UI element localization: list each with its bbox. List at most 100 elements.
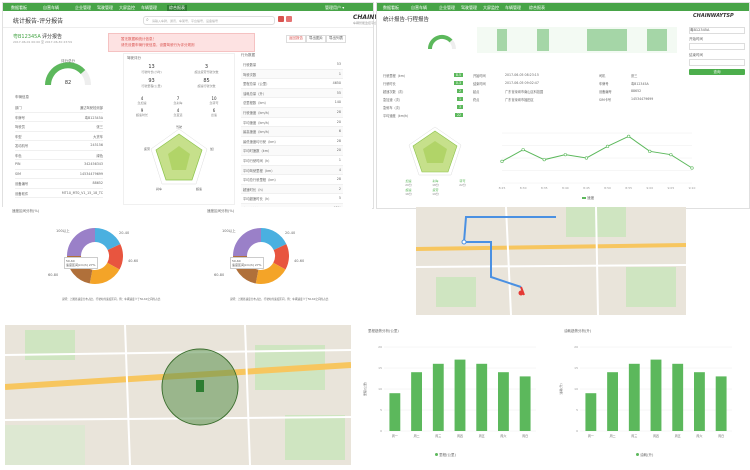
bar[interactable] — [650, 359, 662, 431]
trip-left-row-key: 行驶里程（km） — [383, 74, 408, 78]
nav2-item-5[interactable]: 车辆管理 — [505, 5, 521, 10]
stat-label: 超过疲劳驾驶次数 — [194, 70, 219, 74]
route-map[interactable] — [416, 207, 686, 315]
behavior-value: 10 — [211, 96, 217, 101]
geofence-map[interactable] — [5, 325, 351, 465]
behavior-row: 平均超速时长（h） 5 — [241, 194, 343, 204]
trip-mid-row-key: 起点 — [473, 90, 480, 94]
nav2-item-2[interactable]: 企业管理 — [439, 5, 455, 10]
settings-icon[interactable] — [286, 16, 292, 22]
bar[interactable] — [694, 372, 705, 431]
bar[interactable] — [628, 363, 640, 431]
trip-right-row: 司机 张三 — [599, 71, 689, 79]
bar[interactable] — [411, 372, 422, 431]
behavior-value: 4 — [140, 96, 144, 101]
return-button[interactable]: 返回报告 — [286, 35, 306, 43]
speed-point[interactable] — [648, 149, 652, 153]
nav-item-driver[interactable]: 驾驶管理 — [97, 5, 113, 10]
radar-score: 加速 20分 — [395, 179, 422, 187]
info-value: 绿色 — [96, 153, 103, 158]
radar-label-0: 驾驶 — [176, 124, 182, 129]
nav-item-company[interactable]: 企业管理 — [75, 5, 91, 10]
behavior-val: 2 — [338, 186, 341, 191]
nav2-item-4[interactable]: 大屏监控 — [483, 5, 499, 10]
donut-slice[interactable] — [67, 228, 95, 256]
user-menu[interactable]: 管理用户 ▾ — [325, 5, 345, 10]
nav-item-monitor[interactable]: 大屏监控 — [119, 5, 135, 10]
donut-slice[interactable] — [255, 262, 286, 284]
end-time-input[interactable] — [689, 59, 745, 66]
donut-slice[interactable] — [95, 228, 121, 251]
search-input[interactable]: 请输入车牌、通讯、车架号、平台编号、设备编号 — [152, 18, 219, 23]
trip-left-row: 急加速（次） 1 — [383, 95, 463, 103]
speed-point[interactable] — [605, 144, 610, 148]
legend-swatch — [582, 197, 586, 199]
y-axis-label: 里程(公里) — [362, 382, 367, 396]
info-key: 驾驶员 — [15, 125, 25, 129]
speed-point[interactable] — [669, 153, 673, 157]
x-tick-label: 周二 — [610, 433, 616, 438]
nav-item-vehicles[interactable]: 自营车辆 — [43, 5, 59, 10]
x-tick-label: 周四 — [653, 433, 659, 438]
search-box[interactable]: ⌕ 请输入车牌、通讯、车架号、平台编号、设备编号 — [143, 16, 275, 25]
speed-point[interactable] — [627, 134, 631, 138]
nav-item-reports[interactable]: 综合报表 — [167, 5, 187, 11]
bar[interactable] — [432, 363, 444, 431]
bar[interactable] — [476, 363, 488, 431]
export-table-button[interactable]: 导出列表 — [326, 35, 346, 43]
x-tick-label: 周日 — [522, 433, 528, 438]
speed-point[interactable] — [690, 166, 694, 170]
donut-label-a: 100以上 — [56, 229, 70, 233]
start-time-input[interactable] — [689, 43, 745, 50]
behavior-val: 4 — [338, 167, 341, 172]
bar[interactable] — [672, 363, 684, 431]
export-image-button[interactable]: 导出图片 — [306, 35, 326, 43]
bar[interactable] — [498, 372, 509, 431]
bar[interactable] — [389, 393, 401, 431]
driving-radar-chart: 驾驶 加速 超速 刹车 疲劳 — [144, 124, 214, 191]
y-tick-label: 20 — [574, 345, 578, 349]
fuel-chart-title: 油耗趋势分析(升) — [564, 329, 592, 333]
nav-item-dashboard[interactable]: 数据看板 — [11, 5, 27, 10]
donut-slice[interactable] — [261, 228, 287, 251]
trip-mid-row-key: 开始时间 — [473, 74, 486, 78]
bar[interactable] — [585, 393, 597, 431]
behavior-value: 7 — [176, 96, 180, 101]
radar-score-key: 超速 — [405, 188, 412, 192]
donut-slice[interactable] — [233, 228, 261, 256]
behavior-key: 油耗总量（升） — [243, 91, 267, 96]
bar[interactable] — [519, 376, 531, 431]
trip-mid-row-val: 2017-06-05 09:02:47 — [505, 80, 539, 85]
query-button[interactable]: 查询 — [689, 69, 745, 75]
behavior-key: 平均时速数（km） — [243, 149, 272, 154]
donut-label-d: 60-80 — [48, 273, 59, 277]
behavior-row: 平均速度（km/h） 20 — [241, 117, 343, 128]
mileage-chart-title: 里程趋势分析(公里) — [368, 329, 399, 333]
nav2-item-3[interactable]: 驾驶管理 — [461, 5, 477, 10]
speed-point[interactable] — [584, 156, 589, 160]
nav2-item-0[interactable]: 数据看板 — [383, 5, 399, 10]
nav2-item-1[interactable]: 自营车辆 — [411, 5, 427, 10]
trip-stats-mid: 开始时间 2017-06-05 08:23:15 结束时间 2017-06-05 09… — [473, 71, 573, 103]
speed-point[interactable] — [500, 159, 504, 163]
bar[interactable] — [607, 372, 618, 431]
plate-select[interactable]: 粤B12345A — [689, 27, 745, 34]
bar[interactable] — [715, 376, 727, 431]
donut-slice[interactable] — [273, 244, 289, 270]
y-tick-label: 15 — [378, 366, 382, 370]
trip-right-row-key: 车牌号 — [599, 82, 609, 86]
donut-slice[interactable] — [107, 244, 123, 270]
behavior-label: 急刹车 — [173, 101, 183, 105]
info-key: 设备编号 — [15, 182, 29, 186]
speed-point[interactable] — [542, 158, 546, 162]
y-axis-label: 油耗(升) — [558, 383, 563, 394]
donut-slice[interactable] — [89, 262, 120, 284]
nav-item-vehicle-mgmt[interactable]: 车辆管理 — [141, 5, 157, 10]
trip-mid-row: 终点 广东省深圳市福田区 — [473, 95, 573, 103]
bell-icon[interactable] — [278, 16, 284, 22]
behavior-val: 28 — [336, 109, 341, 114]
speed-point[interactable] — [563, 153, 567, 157]
nav2-item-6[interactable]: 综合报表 — [529, 5, 545, 10]
speed-point[interactable] — [521, 148, 525, 152]
bar[interactable] — [454, 359, 466, 431]
